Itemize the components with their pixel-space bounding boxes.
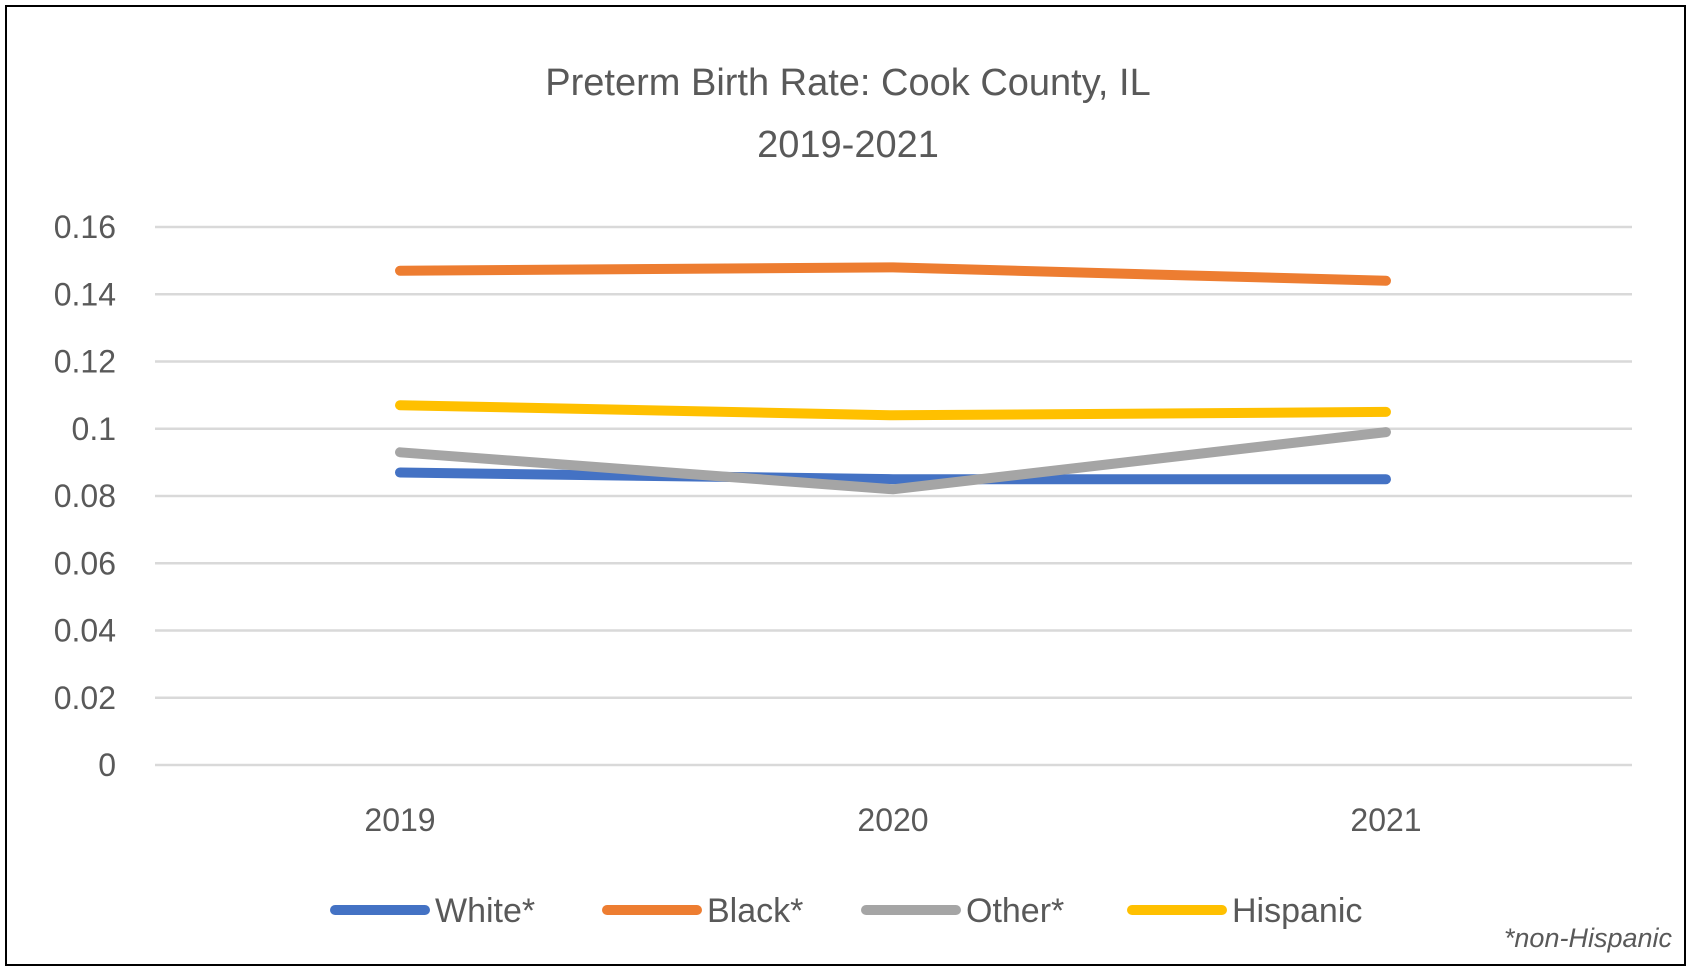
legend-label-white: White*: [435, 892, 535, 930]
legend: White* Black* Other* Hispanic: [330, 892, 1362, 930]
y-tick-label: 0.08: [54, 478, 116, 514]
y-tick-label: 0.16: [54, 209, 116, 245]
y-tick-label: 0.12: [54, 344, 116, 380]
chart-subtitle: 2019-2021: [757, 124, 939, 166]
series-line-black: [395, 262, 1391, 286]
x-tick-label: 2019: [364, 802, 435, 838]
footnote: *non-Hispanic: [1504, 923, 1673, 953]
y-tick-label: 0: [98, 747, 116, 783]
y-tick-label: 0.04: [54, 613, 116, 649]
y-tick-label: 0.02: [54, 680, 116, 716]
gridlines: [155, 225, 1632, 767]
x-tick-label: 2021: [1350, 802, 1421, 838]
series-line-other: [395, 427, 1391, 495]
legend-label-other: Other*: [966, 892, 1064, 930]
y-tick-label: 0.14: [54, 276, 116, 312]
x-tick-label: 2020: [857, 802, 928, 838]
y-axis-ticks: 0 0.02 0.04 0.06 0.08 0.1 0.12 0.14 0.16: [54, 209, 116, 783]
series-lines: [395, 262, 1391, 495]
y-tick-label: 0.1: [72, 411, 116, 447]
x-axis-ticks: 2019 2020 2021: [364, 802, 1421, 838]
series-line-hispanic: [395, 400, 1391, 421]
chart-title: Preterm Birth Rate: Cook County, IL: [545, 62, 1150, 104]
series-line-white: [395, 467, 1391, 485]
legend-label-hispanic: Hispanic: [1232, 892, 1362, 930]
y-tick-label: 0.06: [54, 545, 116, 581]
legend-label-black: Black*: [707, 892, 803, 930]
